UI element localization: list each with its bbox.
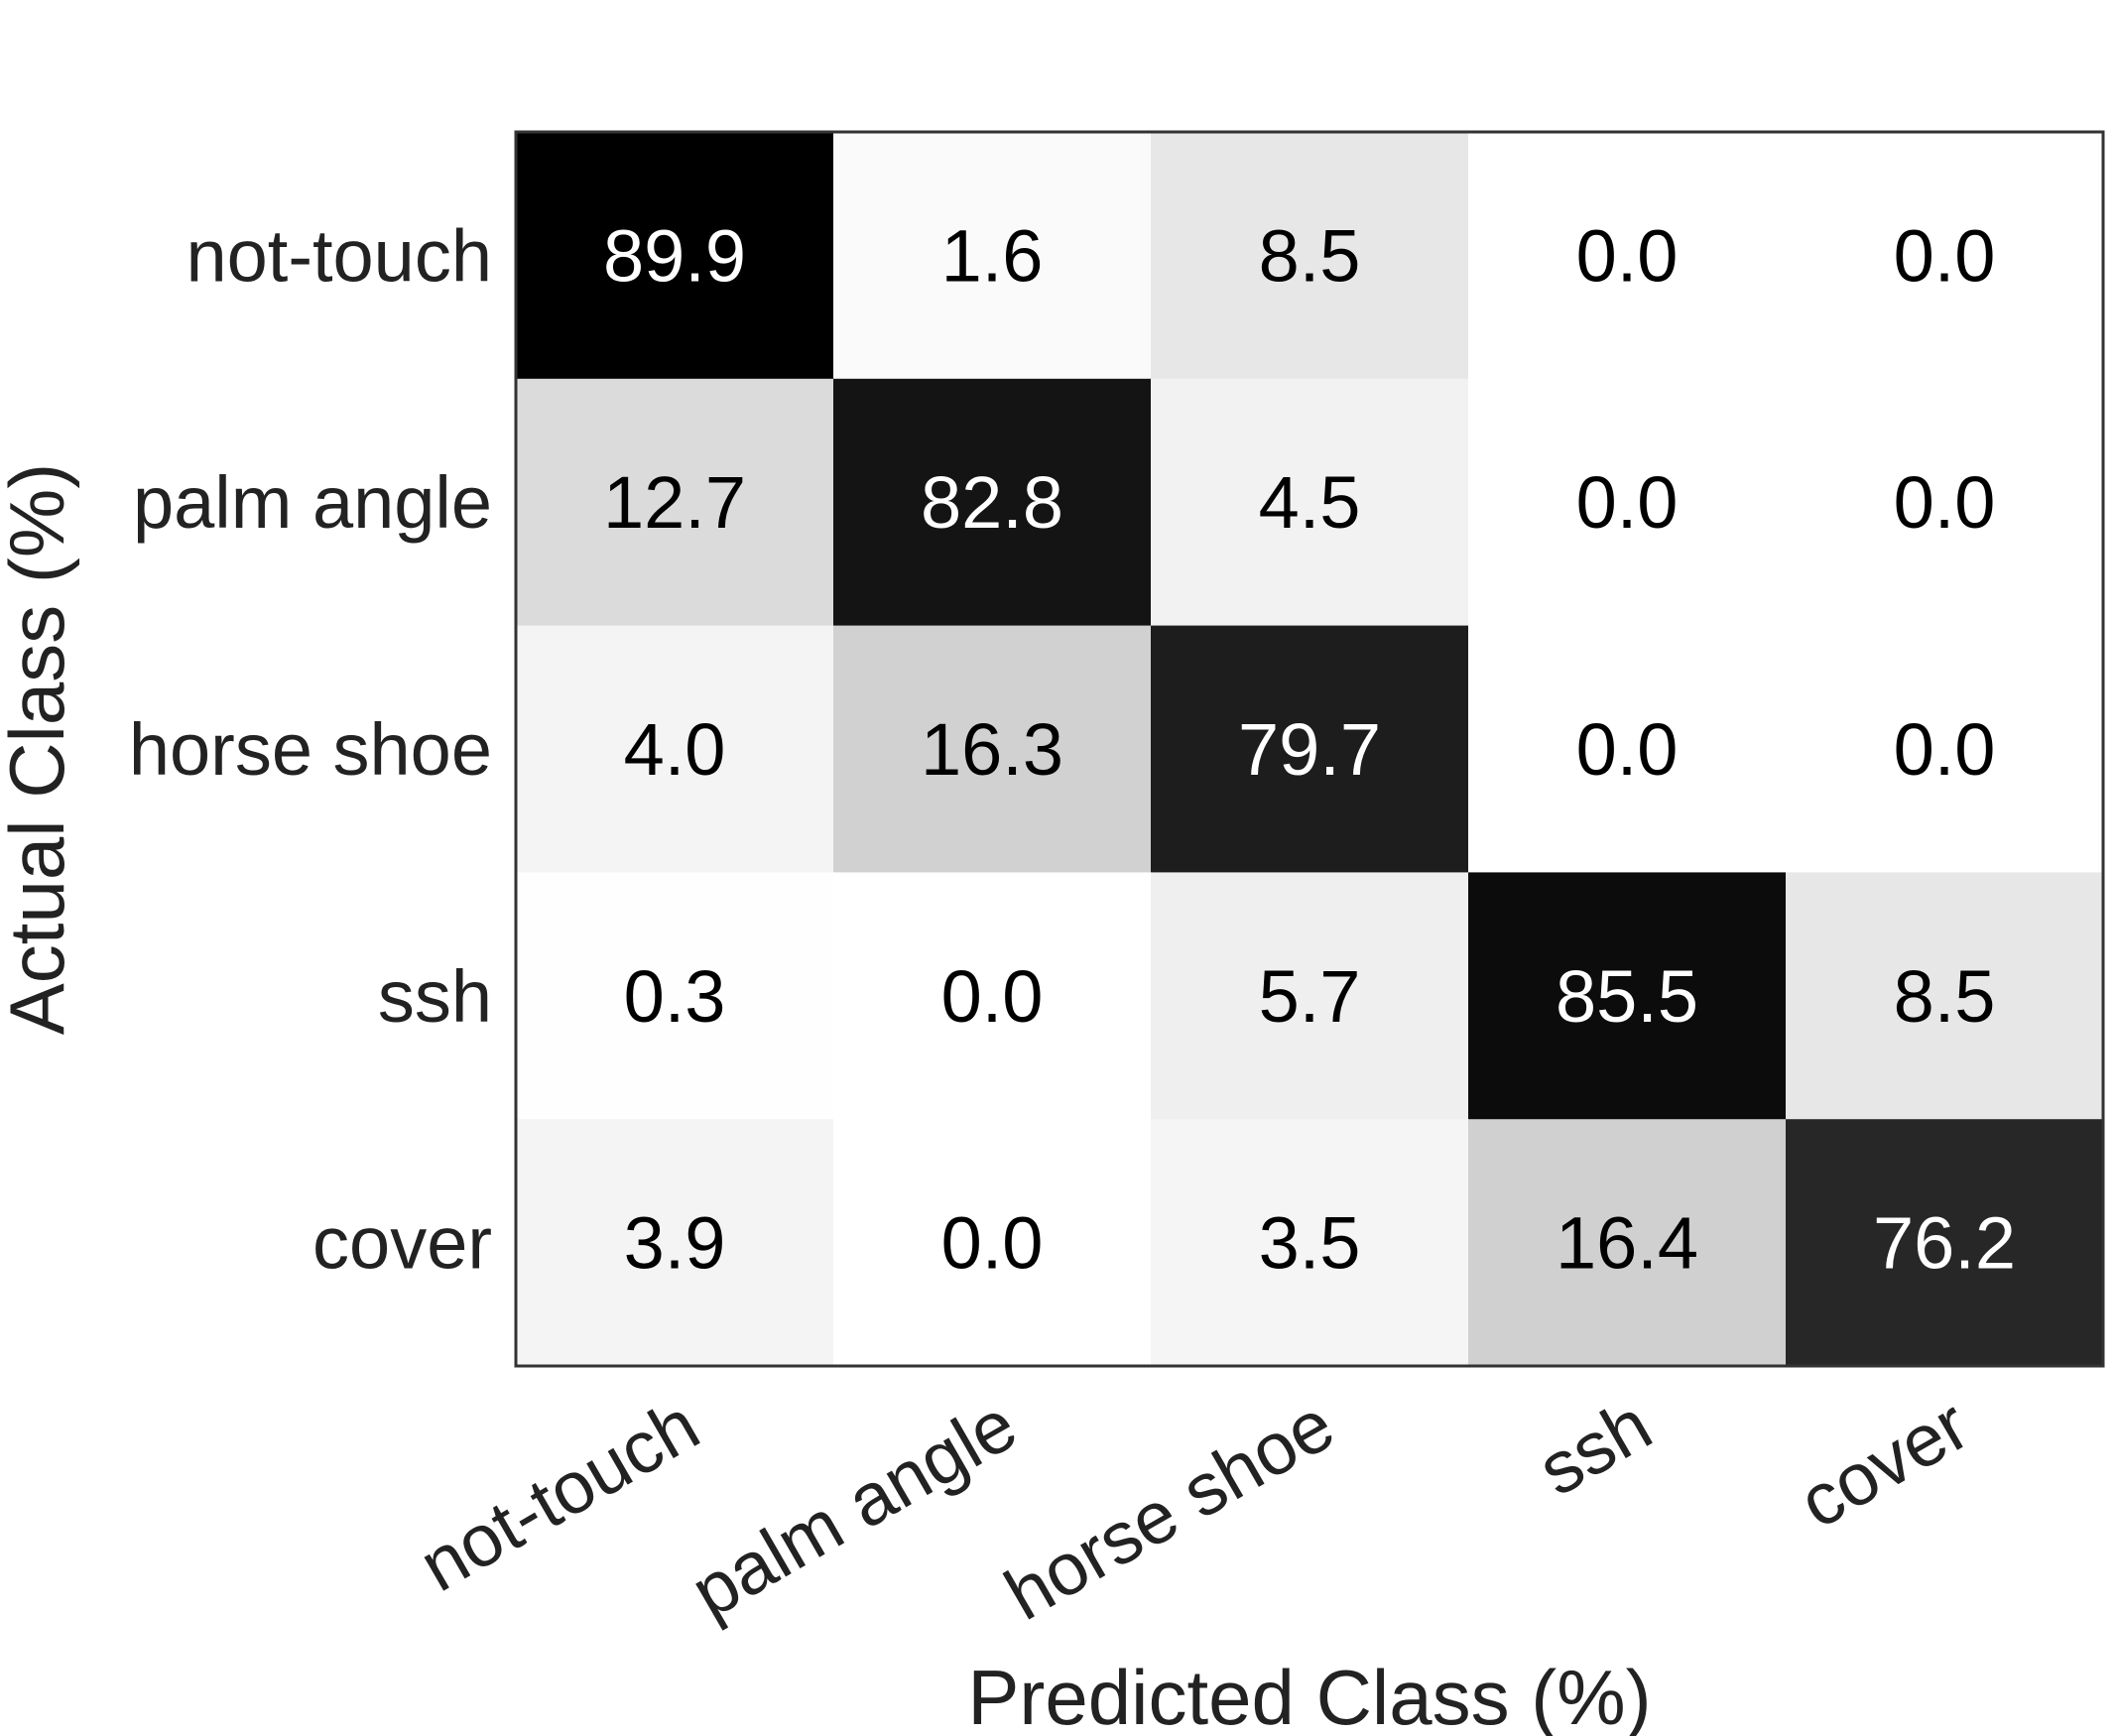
heatmap-cells <box>516 132 2104 1367</box>
heatmap-cell <box>1786 378 2104 627</box>
heatmap-cell <box>516 378 834 627</box>
heatmap-cell <box>1468 872 1787 1120</box>
heatmap-cell <box>1151 1119 1469 1367</box>
cell-value-label: 79.7 <box>1238 708 1381 791</box>
cell-value-label: 0.3 <box>624 955 726 1038</box>
y-tick-label: not-touch <box>186 214 492 297</box>
cell-value-label: 0.0 <box>1576 708 1679 791</box>
x-axis-title: Predicted Class (%) <box>967 1654 1651 1736</box>
heatmap-cell <box>1786 132 2104 380</box>
heatmap-cell <box>516 1119 834 1367</box>
cell-value-label: 12.7 <box>603 461 746 544</box>
heatmap-cell <box>1151 378 1469 627</box>
x-tick-label: not-touch <box>406 1383 712 1607</box>
cell-value-label: 8.5 <box>1894 955 1996 1038</box>
cell-value-label: 4.0 <box>624 708 726 791</box>
heatmap-cell <box>1468 378 1787 627</box>
heatmap-cell <box>1468 132 1787 380</box>
y-tick-label: ssh <box>378 955 492 1038</box>
heatmap-cell <box>1786 1119 2104 1367</box>
cell-value-label: 3.5 <box>1259 1202 1361 1285</box>
y-tick-labels: not-touch palm angle horse shoe ssh cover <box>129 214 492 1284</box>
y-axis-title: Actual Class (%) <box>0 463 80 1035</box>
heatmap-cell <box>1786 872 2104 1120</box>
cell-value-label: 16.3 <box>921 708 1063 791</box>
heatmap-cell <box>833 378 1152 627</box>
cell-value-label: 76.2 <box>1873 1202 2016 1285</box>
cell-value-label: 16.4 <box>1556 1202 1698 1285</box>
cell-value-label: 8.5 <box>1259 214 1361 297</box>
heatmap-cell <box>833 1119 1152 1367</box>
cell-value-label: 4.5 <box>1259 461 1361 544</box>
heatmap-cell <box>1786 625 2104 873</box>
cell-value-label: 0.0 <box>1894 214 1996 297</box>
cell-value-label: 0.0 <box>941 1202 1044 1285</box>
cell-value-label: 0.0 <box>1576 461 1679 544</box>
cell-value-label: 82.8 <box>921 461 1063 544</box>
x-tick-label: cover <box>1786 1383 1982 1544</box>
cell-value-label: 1.6 <box>941 214 1044 297</box>
x-tick-label: palm angle <box>678 1383 1030 1634</box>
heatmap-cell <box>516 625 834 873</box>
cell-value-label: 0.0 <box>1576 214 1679 297</box>
plot-frame <box>514 130 2105 1368</box>
heatmap-cell <box>1151 132 1469 380</box>
heatmap-cell <box>833 872 1152 1120</box>
cell-value-label: 0.0 <box>941 955 1044 1038</box>
cell-value-label: 0.0 <box>1894 461 1996 544</box>
cell-value-label: 0.0 <box>1894 708 1996 791</box>
heatmap-cell <box>1468 625 1787 873</box>
y-tick-label: palm angle <box>133 461 492 544</box>
cell-value-label: 85.5 <box>1556 955 1698 1038</box>
x-tick-label: ssh <box>1525 1383 1665 1511</box>
heatmap-cell <box>1151 625 1469 873</box>
cell-value-labels: 89.9 1.6 8.5 0.0 0.0 12.7 82.8 4.5 0.0 0.0 4.0 16.3… <box>603 214 2016 1284</box>
heatmap-cell <box>1468 1119 1787 1367</box>
cell-value-label: 89.9 <box>603 214 746 297</box>
cell-value-label: 5.7 <box>1259 955 1361 1038</box>
heatmap-cell <box>833 625 1152 873</box>
heatmap-cell <box>516 132 834 380</box>
y-tick-label: cover <box>312 1202 492 1285</box>
heatmap-cell <box>516 872 834 1120</box>
x-tick-label: horse shoe <box>991 1383 1347 1636</box>
heatmap-cell <box>833 132 1152 380</box>
y-tick-label: horse shoe <box>129 708 492 791</box>
cell-value-label: 3.9 <box>624 1202 726 1285</box>
heatmap-cell <box>1151 872 1469 1120</box>
